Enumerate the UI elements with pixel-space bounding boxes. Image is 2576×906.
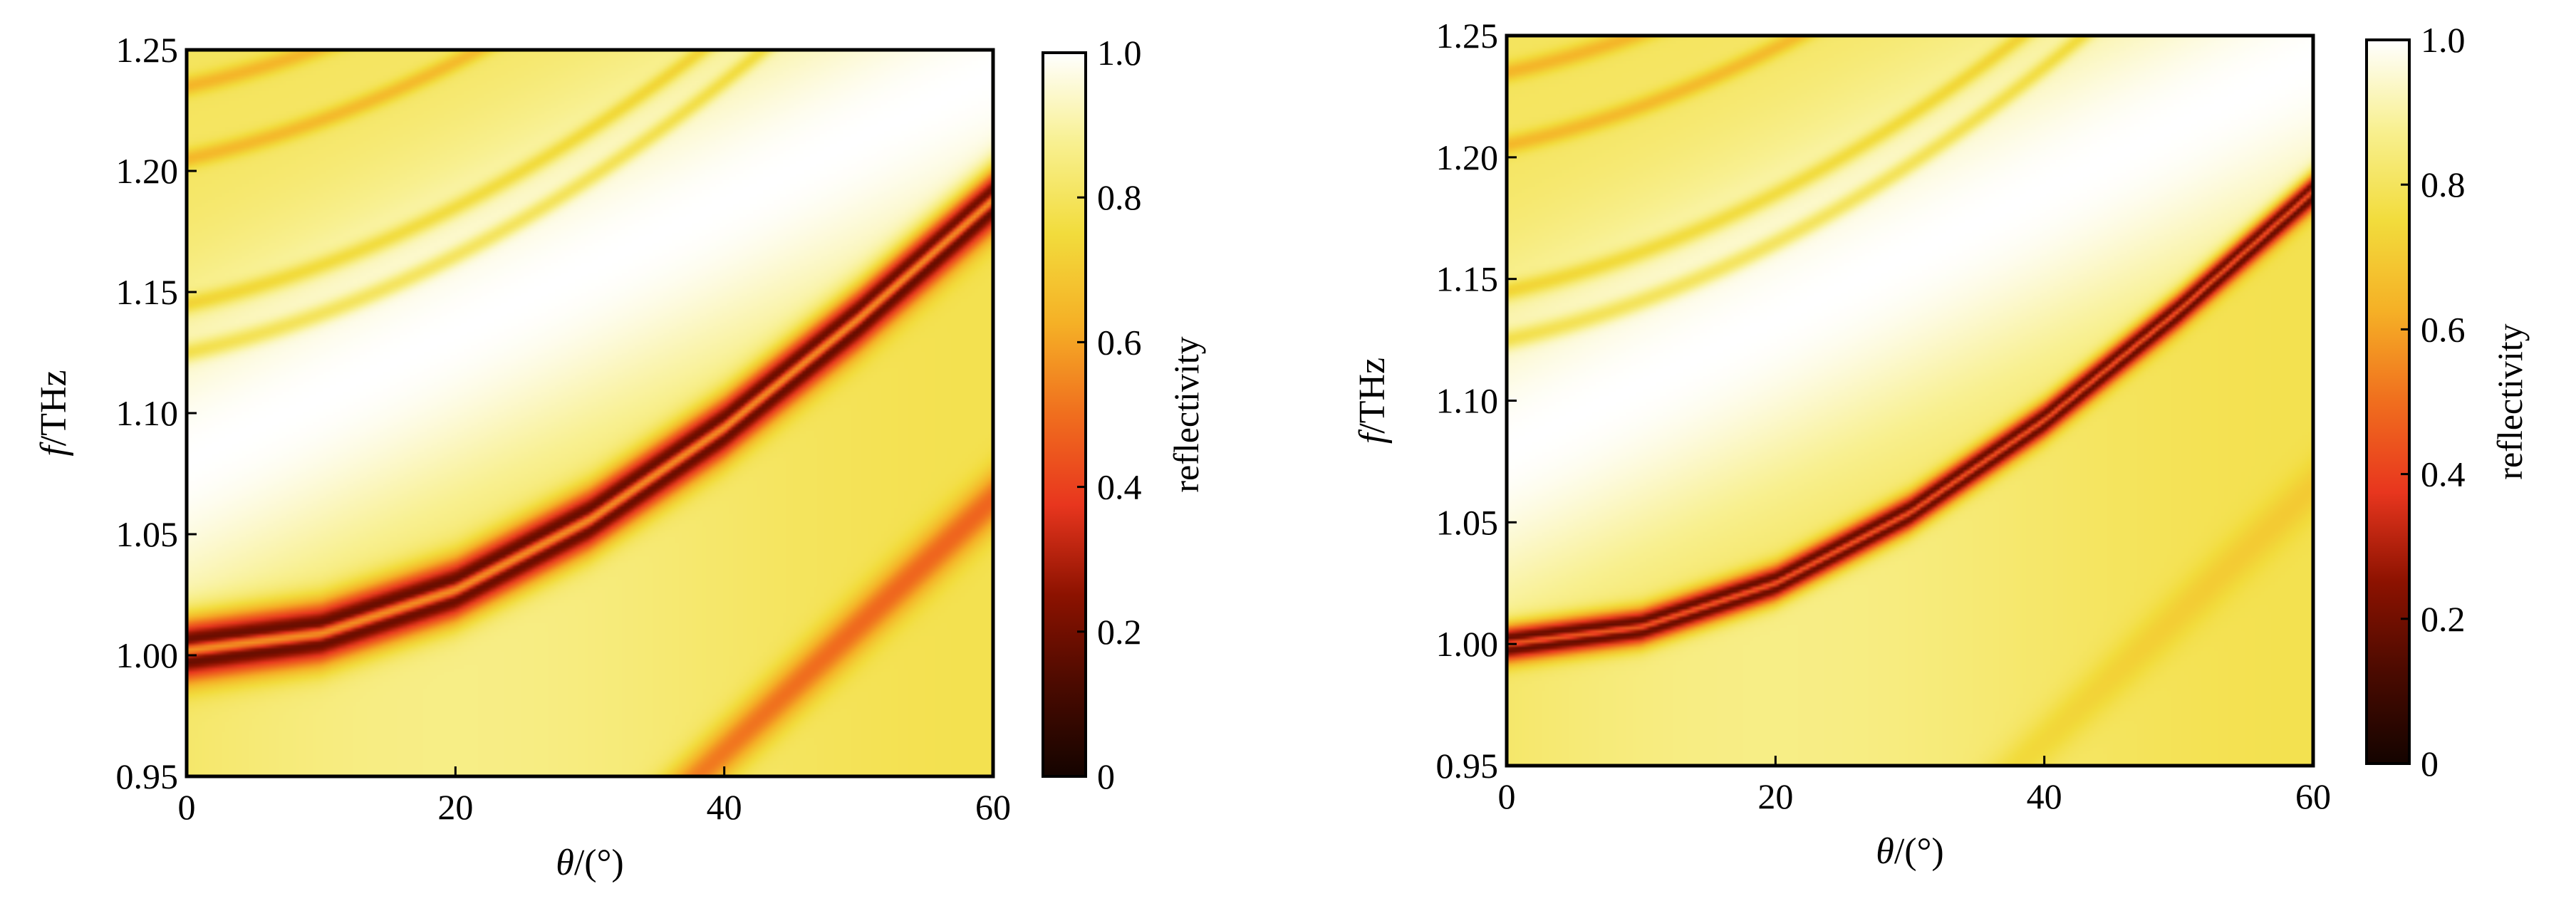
- x-tick-label: 0: [1498, 776, 1516, 816]
- colorbar-tick-label: 0.2: [1097, 612, 1142, 652]
- colorbar: [1043, 53, 1086, 776]
- y-tick-label: 1.25: [1436, 16, 1499, 56]
- y-axis: 0.95 1.00 1.05 1.10 1.15 1.20 1.25: [1436, 16, 1517, 786]
- heatmap-panel-left: 0 20 40 60 0.951.001.051.101.151.201.25 θ/(…: [33, 30, 1206, 883]
- y-tick-label: 1.05: [116, 514, 179, 554]
- y-axis-label: f/THz: [1352, 358, 1393, 444]
- y-tick-label: 1.00: [116, 635, 179, 675]
- heatmap-image: [187, 50, 993, 776]
- y-tick-label: 1.20: [116, 151, 179, 191]
- x-axis: 0 20 40 60: [178, 766, 1011, 827]
- heatmap-image: [1507, 36, 2313, 766]
- colorbar-label: reflectivity: [1166, 336, 1206, 492]
- colorbar-frame: [1042, 51, 1087, 778]
- colorbar-frame: [2365, 38, 2411, 765]
- y-tick-label: 1.15: [116, 272, 179, 312]
- heatmap-panel-right: 0 20 40 60 0.951.001.051.101.151.201.25 θ/(…: [1352, 16, 2530, 872]
- colorbar: [2367, 40, 2409, 764]
- y-tick-label: 1.25: [116, 30, 179, 70]
- colorbar-tick-label: 0: [1097, 756, 1115, 796]
- x-tick-label: 40: [707, 787, 742, 827]
- y-axis-label: f/THz: [33, 370, 74, 456]
- y-tick-label: 0.95: [1436, 746, 1499, 786]
- x-tick-label: 40: [2027, 776, 2062, 816]
- colorbar-tick-label: 0.8: [1097, 177, 1142, 217]
- x-tick-label: 20: [1757, 776, 1793, 816]
- colorbar-label: reflectivity: [2490, 323, 2530, 479]
- y-tick-label: 1.05: [1436, 502, 1499, 542]
- colorbar-tick-label: 0.4: [1097, 467, 1142, 507]
- x-tick-label: 0: [178, 787, 196, 827]
- y-tick-label: 1.00: [1436, 624, 1499, 664]
- colorbar-tick-label: 0.2: [2421, 599, 2466, 639]
- y-tick-label: 1.10: [1436, 381, 1499, 421]
- x-tick-label: 60: [2295, 776, 2331, 816]
- colorbar-tick-label: 0.4: [2421, 454, 2466, 494]
- x-axis-label: θ/(°): [556, 843, 623, 883]
- colorbar-tick-label: 0.8: [2421, 165, 2466, 204]
- colorbar-tick-label: 1.0: [1097, 33, 1142, 73]
- y-axis: 0.95 1.00 1.05 1.10 1.15 1.20 1.25: [116, 30, 197, 796]
- colorbar-tick-label: 0.6: [1097, 322, 1142, 362]
- y-tick-label: 1.15: [1436, 259, 1499, 299]
- colorbar-tick-label: 0: [2421, 744, 2439, 783]
- colorbar-ticks: 0 0.2 0.4 0.6 0.8 1.0: [2401, 20, 2466, 783]
- y-tick-label: 1.10: [116, 393, 179, 433]
- x-axis: 0 20 40 60: [1498, 756, 2331, 816]
- x-tick-label: 20: [437, 787, 473, 827]
- x-axis-label: θ/(°): [1876, 831, 1943, 872]
- y-tick-label: 0.95: [116, 756, 179, 796]
- y-tick-label: 1.20: [1436, 137, 1499, 177]
- colorbar-tick-label: 0.6: [2421, 309, 2466, 349]
- x-tick-label: 60: [975, 787, 1011, 827]
- colorbar-tick-label: 1.0: [2421, 20, 2466, 60]
- colorbar-ticks: 0 0.2 0.4 0.6 0.8 1.0: [1077, 33, 1142, 796]
